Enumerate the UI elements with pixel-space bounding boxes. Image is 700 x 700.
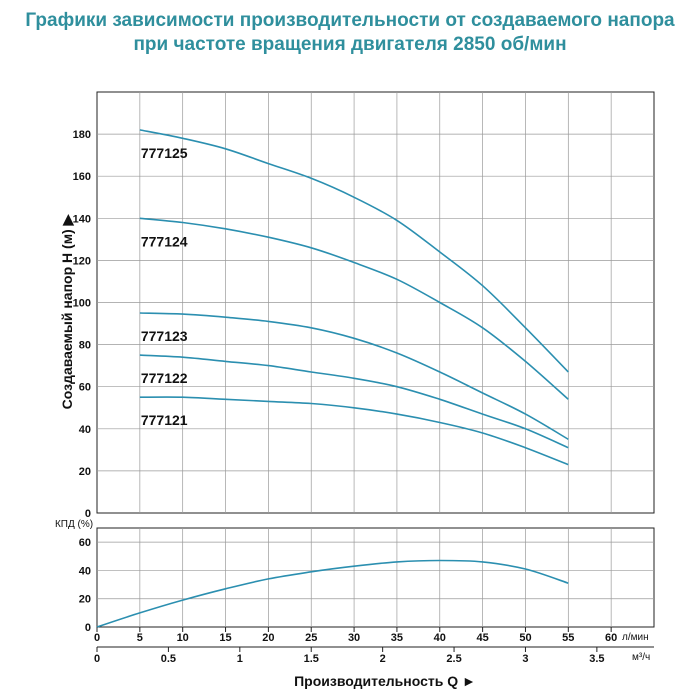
head-series-line-777124 (139, 217, 569, 400)
head-axis-label: Создаваемый напор H (м) ▶ (59, 213, 75, 409)
head-y-tick-label: 160 (73, 171, 91, 183)
efficiency-axis-label: КПД (%) (55, 519, 93, 530)
efficiency-y-tick-label: 20 (79, 594, 91, 606)
flow-tick-label: 60 (605, 632, 617, 644)
m3-tick-label: 1 (237, 653, 243, 665)
efficiency-y-tick-label: 60 (79, 537, 91, 549)
efficiency-series-line-0 (96, 559, 569, 628)
m3-tick-label: 2 (380, 653, 386, 665)
head-y-tick-label: 180 (73, 129, 91, 141)
flow-tick-label: 55 (562, 632, 574, 644)
head-series-line-777123 (139, 312, 569, 440)
m3-tick-label: 2.5 (446, 653, 461, 665)
flow-tick-label: 35 (391, 632, 403, 644)
flow-tick-label: 50 (519, 632, 531, 644)
efficiency-plot-frame (96, 527, 655, 628)
efficiency-y-tick-label: 40 (79, 565, 91, 577)
flow-tick-label: 40 (434, 632, 446, 644)
head-y-tick-label: 40 (79, 424, 91, 436)
series-label-777123: 777123 (141, 328, 188, 344)
series-label-777125: 777125 (141, 145, 188, 161)
flow-tick-label: 15 (219, 632, 231, 644)
flow-tick-label: 20 (262, 632, 274, 644)
flow-tick-label: 5 (137, 632, 143, 644)
m3-unit-label: м³/ч (632, 652, 650, 663)
flow-tick-label: 0 (94, 632, 100, 644)
series-label-777121: 777121 (141, 412, 188, 428)
chart-title-line-2: при частоте вращения двигателя 2850 об/м… (133, 34, 567, 55)
efficiency-y-tick-label: 0 (85, 622, 91, 634)
head-series-line-777121 (139, 396, 569, 466)
head-y-tick-label: 140 (73, 213, 91, 225)
series-label-777124: 777124 (141, 233, 188, 249)
efficiency-chart-panel: 0 20 40 60 (79, 527, 655, 634)
m3-tick-label: 3 (522, 653, 528, 665)
series-label-777122: 777122 (141, 370, 188, 386)
chart-title-line-1: Графики зависимости производительности о… (25, 10, 675, 31)
head-chart-panel: 0 20 40 60 80 100 120 140 160 180 777125 777124 7771… (73, 91, 655, 520)
head-y-tick-label: 100 (73, 298, 91, 310)
head-y-tick-label: 80 (79, 340, 91, 352)
head-series-line-777125 (139, 129, 569, 373)
head-y-tick-label: 60 (79, 382, 91, 394)
x-axis-label: Производительность Q ► (294, 673, 476, 689)
head-series-line-777122 (139, 354, 569, 449)
flow-tick-label: 25 (305, 632, 317, 644)
m3-tick-label: 1.5 (304, 653, 319, 665)
flow-tick-label: 10 (177, 632, 189, 644)
flow-unit-label: л/мин (622, 632, 649, 643)
head-y-tick-label: 120 (73, 255, 91, 267)
head-y-tick-label: 20 (79, 466, 91, 478)
m3-tick-label: 3.5 (589, 653, 604, 665)
m3-tick-label: 0 (94, 653, 100, 665)
m3-tick-label: 0.5 (161, 653, 176, 665)
flow-tick-label: 45 (476, 632, 488, 644)
flow-tick-label: 30 (348, 632, 360, 644)
head-y-tick-label: 0 (85, 508, 91, 520)
x-axes: 0 5 10 15 20 25 30 35 40 45 50 55 60 0 0.5 1 1.5 2 2.5 3 3.5 (94, 627, 654, 665)
